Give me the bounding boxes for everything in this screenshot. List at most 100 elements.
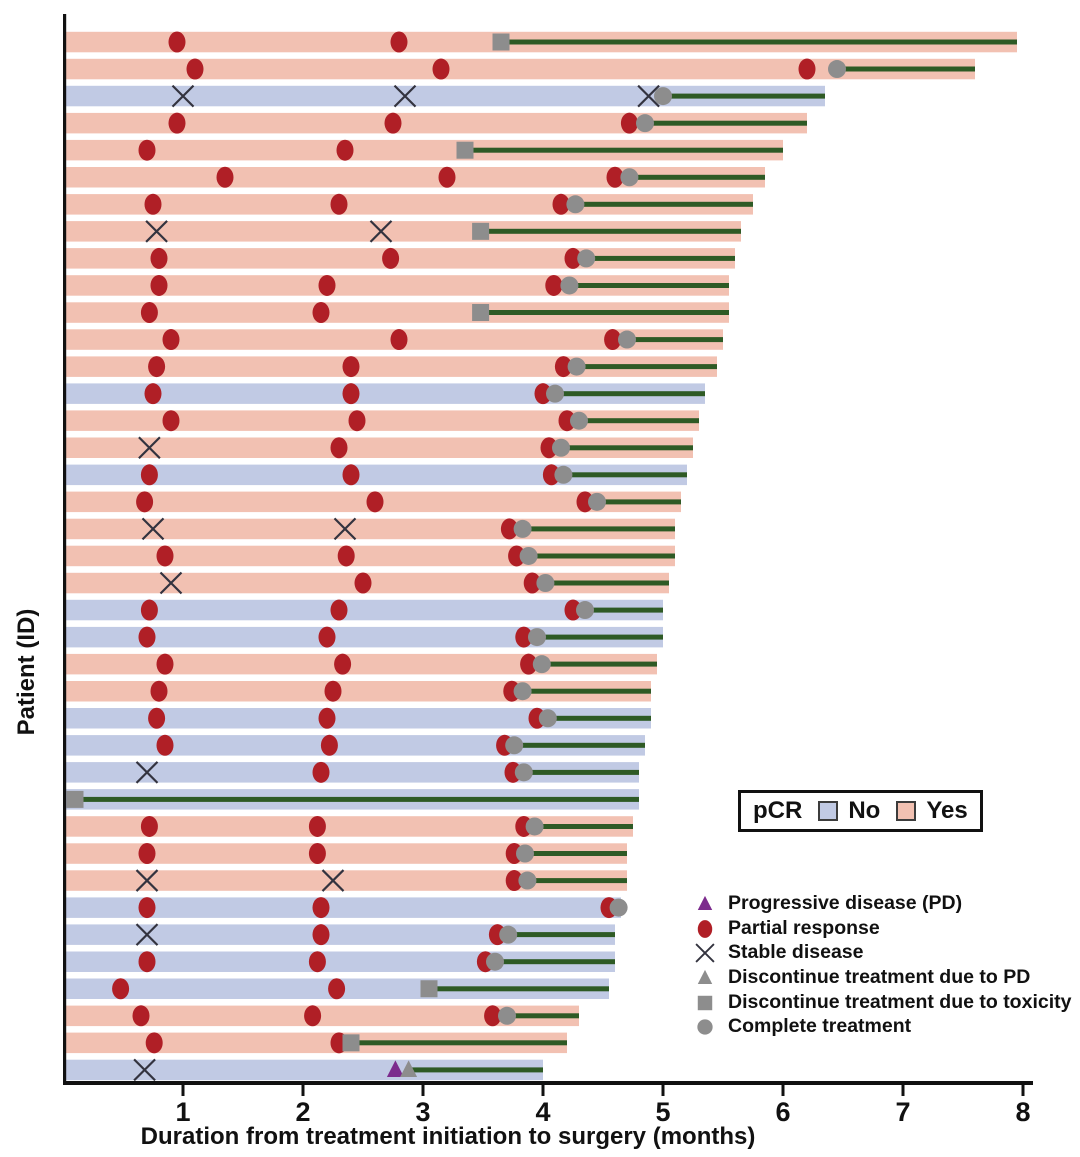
marker-stable-disease <box>393 84 417 108</box>
marker-partial-response <box>328 978 346 1000</box>
pcr-legend-item: Yes <box>896 797 968 825</box>
marker-complete-treatment <box>620 168 639 187</box>
marker-legend-label: Progressive disease (PD) <box>728 891 963 914</box>
marker-complete-treatment <box>566 195 585 214</box>
marker-complete-treatment <box>518 871 537 890</box>
marker-partial-response <box>312 897 330 919</box>
marker-stable-disease <box>135 869 159 892</box>
marker-stable-disease <box>133 1058 156 1082</box>
post-treatment-line <box>527 878 627 884</box>
marker-complete-treatment <box>486 952 504 971</box>
marker-legend-label: Discontinue treatment due to toxicity <box>728 990 1072 1013</box>
post-treatment-line <box>75 796 639 802</box>
x-tick <box>901 1085 905 1096</box>
marker-partial-response <box>156 734 174 756</box>
marker-complete-treatment <box>514 763 533 782</box>
pcr-item-label: Yes <box>926 797 968 824</box>
marker-complete-treatment <box>577 249 596 268</box>
x-tick-label: 3 <box>415 1097 430 1127</box>
marker-partial-response <box>558 410 576 432</box>
marker-partial-response <box>168 31 186 53</box>
marker-partial-response <box>156 653 174 675</box>
x-tick <box>181 1085 185 1096</box>
patient-bar <box>66 85 825 107</box>
marker-partial-response <box>520 653 538 675</box>
patient-bar <box>66 653 657 675</box>
marker-partial-response <box>540 437 558 459</box>
marker-partial-response <box>505 870 523 892</box>
x-tick-label: 1 <box>175 1097 190 1127</box>
x-tick <box>661 1085 665 1096</box>
marker-stable-disease <box>141 517 165 541</box>
post-treatment-line <box>569 283 729 288</box>
marker-complete-treatment <box>654 87 672 106</box>
patient-bar <box>66 58 975 80</box>
pcr-item-label: No <box>848 797 881 824</box>
marker-legend-label: Partial response <box>728 916 880 939</box>
marker-complete-treatment <box>552 438 570 457</box>
marker-partial-response <box>330 599 348 621</box>
marker-discontinue-toxicity <box>472 304 490 321</box>
post-treatment-line <box>645 120 807 126</box>
pcr-swatch-no <box>818 801 839 821</box>
marker-partial-response <box>136 491 154 513</box>
patient-bar <box>66 897 621 918</box>
marker-partial-response <box>545 274 563 296</box>
marker-partial-response <box>318 274 336 296</box>
marker-discontinue-toxicity <box>492 33 510 51</box>
ct-legend-icon <box>697 1019 713 1035</box>
marker-partial-response <box>554 356 572 378</box>
x-tick-label: 8 <box>1015 1097 1030 1127</box>
marker-partial-response <box>604 329 622 351</box>
post-treatment-line <box>495 959 615 965</box>
patient-bar <box>66 167 765 188</box>
post-treatment-line <box>629 174 765 180</box>
marker-discontinue-toxicity <box>420 980 438 998</box>
post-treatment-line <box>597 499 681 505</box>
marker-discontinue-pd <box>400 1060 418 1078</box>
marker-complete-treatment <box>636 114 654 133</box>
marker-stable-disease <box>135 761 159 784</box>
patient-bar <box>66 870 627 891</box>
x-tick <box>301 1085 305 1096</box>
marker-legend-item: Partial response <box>692 916 1071 941</box>
marker-complete-treatment <box>828 60 846 79</box>
marker-partial-response <box>138 139 156 161</box>
marker-partial-response <box>330 437 348 459</box>
marker-partial-response <box>308 951 326 973</box>
patient-bar <box>66 951 615 972</box>
pd-legend-icon <box>697 895 713 910</box>
pr-legend-icon <box>697 919 713 938</box>
marker-stable-disease <box>369 220 393 243</box>
marker-partial-response <box>432 58 450 80</box>
marker-partial-response <box>523 572 541 594</box>
post-treatment-line <box>537 634 663 640</box>
patient-bar <box>66 356 717 377</box>
x-axis-label: Duration from treatment initiation to su… <box>140 1123 756 1150</box>
marker-stable-disease <box>637 84 660 108</box>
marker-partial-response <box>138 897 156 919</box>
marker-progressive-disease <box>697 895 713 910</box>
pcr-swatch-yes <box>896 801 917 821</box>
post-treatment-line <box>561 445 693 451</box>
marker-partial-response <box>318 707 336 729</box>
post-treatment-line <box>507 1013 579 1019</box>
patient-bar <box>66 924 615 945</box>
marker-partial-response <box>150 247 168 269</box>
post-treatment-line <box>555 391 705 397</box>
marker-partial-response <box>138 843 156 864</box>
patient-bar <box>66 762 639 783</box>
marker-partial-response <box>336 139 354 161</box>
marker-partial-response <box>312 302 330 323</box>
marker-complete-treatment <box>588 492 606 511</box>
marker-stable-disease <box>171 84 195 108</box>
marker-discontinue-toxicity <box>66 790 84 808</box>
marker-partial-response <box>337 545 355 567</box>
marker-complete-treatment <box>560 276 579 295</box>
post-treatment-line <box>586 255 735 261</box>
post-treatment-line <box>534 824 633 829</box>
marker-stable-disease <box>333 517 357 541</box>
marker-partial-response <box>144 193 162 215</box>
marker-stable-disease <box>321 869 345 892</box>
